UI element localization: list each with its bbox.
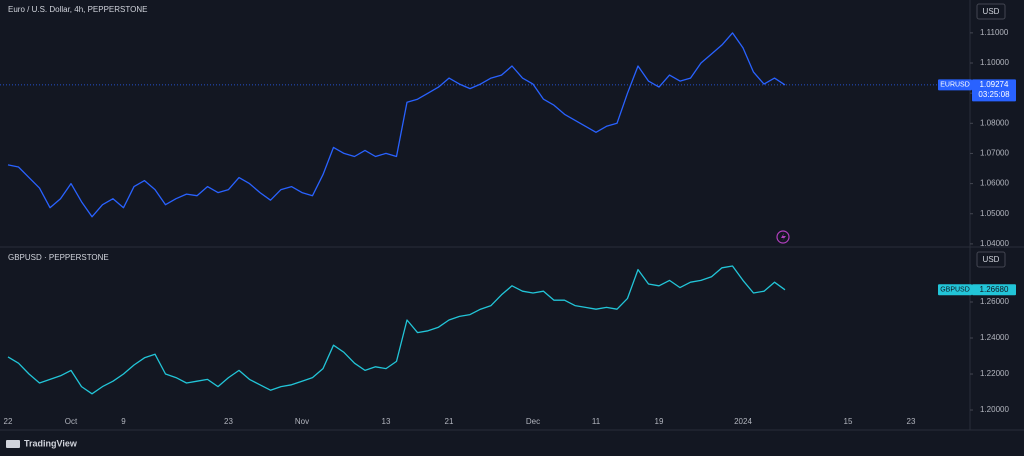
x-tick-label: Oct (65, 417, 78, 426)
countdown-label: 03:25:08 (978, 90, 1010, 99)
x-tick-label: 22 (4, 417, 13, 426)
x-tick-label: 11 (592, 417, 601, 426)
currency-button[interactable] (976, 3, 1006, 20)
y-tick-label: 1.06000 (980, 179, 1009, 188)
y-tick-label: 1.26000 (980, 297, 1009, 306)
x-tick-label: 9 (121, 417, 126, 426)
symbol-tag (938, 284, 972, 296)
brand-name: TradingView (24, 438, 78, 448)
y-tick-label: 1.07000 (980, 149, 1009, 158)
symbol-tag-label: GBPUSD (940, 287, 970, 294)
x-tick-label: 13 (382, 417, 391, 426)
price-tag-label: 1.09274 (980, 80, 1009, 89)
y-tick-label: 1.24000 (980, 333, 1009, 342)
y-tick-label: 1.10000 (980, 58, 1009, 67)
x-tick-label: 23 (224, 417, 233, 426)
price-tag (972, 284, 1016, 296)
y-tick-label: 1.20000 (980, 405, 1009, 414)
symbol-tag-label: EURUSD (940, 82, 970, 89)
price-tag-label: 1.26680 (980, 285, 1009, 294)
price-tag (972, 79, 1016, 102)
alert-bolt (781, 233, 786, 241)
y-tick-label: 1.11000 (980, 28, 1009, 37)
x-tick-label: 21 (445, 417, 454, 426)
panel-title: Euro / U.S. Dollar, 4h, PEPPERSTONE (8, 5, 147, 14)
x-tick-label: 23 (907, 417, 916, 426)
currency-label: USD (983, 7, 1000, 16)
alert-icon[interactable] (776, 230, 790, 244)
x-tick-label: 19 (655, 417, 664, 426)
x-tick-label: 2024 (734, 417, 752, 426)
price-line (7, 265, 786, 395)
brand-logo[interactable] (6, 440, 20, 448)
currency-label: USD (983, 255, 1000, 264)
x-tick-label: Dec (526, 417, 540, 426)
x-tick-label: Nov (295, 417, 309, 426)
panel-title: GBPUSD · PEPPERSTONE (8, 253, 109, 262)
price-line (7, 32, 786, 218)
y-tick-label: 1.08000 (980, 118, 1009, 127)
y-tick-label: 1.22000 (980, 369, 1009, 378)
currency-button[interactable] (976, 251, 1006, 268)
symbol-tag (938, 79, 972, 91)
y-tick-label: 1.04000 (980, 239, 1009, 248)
y-tick-label: 1.05000 (980, 209, 1009, 218)
x-tick-label: 15 (844, 417, 853, 426)
